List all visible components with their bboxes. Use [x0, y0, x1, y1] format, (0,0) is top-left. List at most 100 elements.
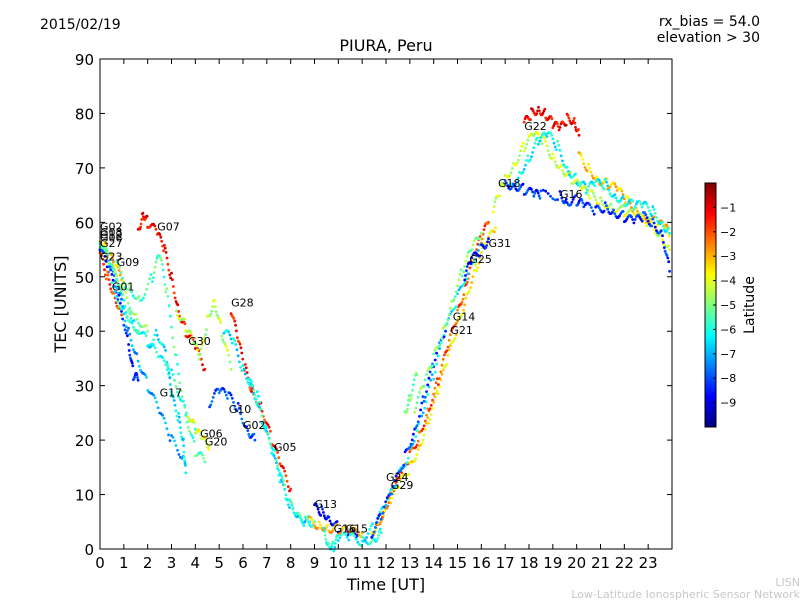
data-point	[416, 448, 420, 451]
data-point	[122, 281, 126, 285]
data-point	[345, 535, 349, 539]
data-point	[619, 187, 623, 191]
series-g21	[360, 242, 483, 543]
data-point	[483, 241, 487, 245]
sat-label: G24	[386, 471, 409, 484]
data-point	[259, 407, 263, 411]
data-point	[249, 380, 253, 384]
data-point	[613, 182, 617, 186]
data-point	[608, 185, 612, 189]
data-point	[324, 538, 328, 541]
data-point	[413, 459, 416, 463]
data-point	[182, 444, 186, 448]
data-point	[414, 426, 418, 430]
data-point	[155, 256, 159, 260]
data-point	[214, 310, 218, 313]
data-point	[538, 139, 542, 143]
series-g09	[115, 254, 207, 464]
data-point	[465, 269, 468, 272]
data-point	[133, 375, 137, 379]
data-point	[336, 534, 340, 537]
data-point	[620, 189, 624, 193]
data-point	[165, 427, 169, 431]
data-point	[537, 132, 540, 136]
data-point	[642, 216, 645, 219]
data-point	[146, 329, 150, 333]
data-point	[535, 112, 539, 115]
x-tick-label: 17	[496, 554, 515, 572]
data-point	[415, 429, 419, 433]
data-point	[120, 313, 123, 317]
data-point	[576, 179, 580, 183]
data-point	[422, 384, 426, 388]
data-point	[179, 389, 183, 392]
sat-label: G10	[229, 403, 252, 416]
data-point	[425, 390, 428, 393]
data-point	[171, 436, 175, 439]
data-point	[601, 181, 605, 185]
data-point	[104, 251, 108, 255]
series-g01	[110, 281, 197, 431]
data-point	[290, 502, 294, 505]
data-point	[458, 272, 462, 276]
data-point	[269, 429, 272, 433]
data-point	[485, 244, 489, 247]
sat-label: G25	[469, 253, 492, 266]
data-point	[376, 517, 380, 520]
data-point	[263, 424, 266, 428]
data-point	[574, 194, 577, 198]
data-point	[120, 293, 124, 297]
data-point	[123, 328, 127, 332]
data-point	[125, 288, 129, 291]
data-point	[493, 200, 497, 204]
data-point	[203, 436, 207, 440]
data-point	[166, 295, 170, 298]
data-point	[155, 333, 159, 337]
x-tick-label: 4	[191, 554, 201, 572]
data-point	[457, 278, 461, 282]
data-point	[168, 439, 172, 442]
series-g14	[370, 329, 447, 539]
data-point	[145, 214, 149, 218]
data-point	[494, 226, 497, 230]
data-point	[558, 148, 562, 152]
data-point	[177, 395, 181, 399]
data-point	[418, 415, 421, 418]
data-point	[479, 251, 483, 254]
data-point	[244, 366, 248, 370]
data-point	[619, 198, 623, 202]
data-point	[532, 194, 536, 198]
x-tick-label: 14	[424, 554, 443, 572]
x-tick-label: 1	[119, 554, 129, 572]
data-point	[591, 209, 595, 213]
data-point	[405, 461, 409, 465]
data-point	[450, 329, 453, 332]
data-point	[566, 169, 570, 173]
data-point	[525, 159, 528, 162]
data-point	[565, 201, 569, 205]
data-point	[209, 403, 213, 407]
data-point	[400, 467, 404, 470]
data-point	[421, 438, 425, 442]
series-g29	[370, 226, 497, 535]
x-tick-label: 6	[238, 554, 248, 572]
data-point	[173, 439, 176, 443]
data-point	[560, 196, 564, 200]
data-point	[277, 469, 281, 472]
data-point	[513, 184, 517, 188]
data-point	[440, 363, 444, 367]
data-point	[516, 176, 520, 180]
data-point	[655, 229, 658, 233]
data-point	[134, 328, 138, 332]
data-point	[470, 256, 474, 260]
data-point	[311, 521, 315, 524]
data-point	[552, 156, 556, 160]
data-point	[463, 281, 467, 284]
data-point	[168, 376, 172, 380]
data-point	[460, 274, 464, 278]
data-point	[582, 162, 586, 166]
data-point	[300, 518, 303, 522]
y-tick-label: 50	[75, 269, 94, 287]
data-point	[530, 187, 533, 191]
data-point	[165, 287, 169, 291]
